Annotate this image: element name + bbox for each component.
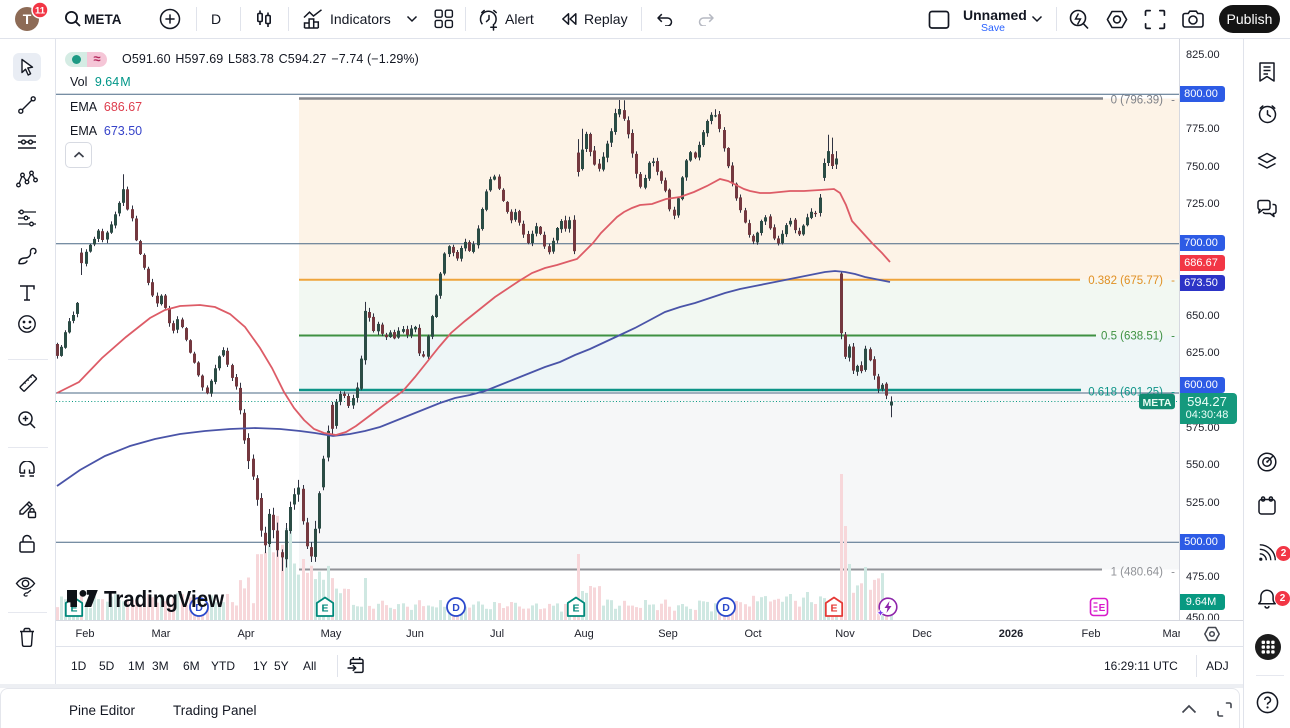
svg-text:D: D (195, 602, 203, 614)
svg-text:E: E (321, 603, 328, 615)
svg-text:E: E (1099, 603, 1106, 614)
svg-text:E: E (572, 603, 579, 615)
svg-text:-: - (1171, 331, 1175, 343)
svg-text:D: D (452, 602, 460, 614)
svg-text:D: D (722, 602, 730, 614)
svg-text:0 (796.39): 0 (796.39) (1111, 95, 1164, 107)
svg-text:-: - (1171, 275, 1175, 287)
svg-text:TradingView: TradingView (104, 586, 224, 612)
svg-text:META: META (1143, 397, 1172, 409)
svg-text:E: E (830, 603, 837, 615)
svg-text:0.5 (638.51): 0.5 (638.51) (1101, 331, 1163, 343)
svg-text:-: - (1171, 95, 1175, 107)
svg-text:-: - (1171, 567, 1175, 579)
svg-text:1 (480.64): 1 (480.64) (1111, 567, 1164, 579)
svg-text:-: - (1171, 387, 1175, 399)
svg-text:E: E (70, 603, 77, 615)
svg-text:T: T (23, 11, 32, 27)
svg-text:0.382 (675.77): 0.382 (675.77) (1088, 275, 1163, 287)
svg-text:11: 11 (35, 6, 46, 17)
